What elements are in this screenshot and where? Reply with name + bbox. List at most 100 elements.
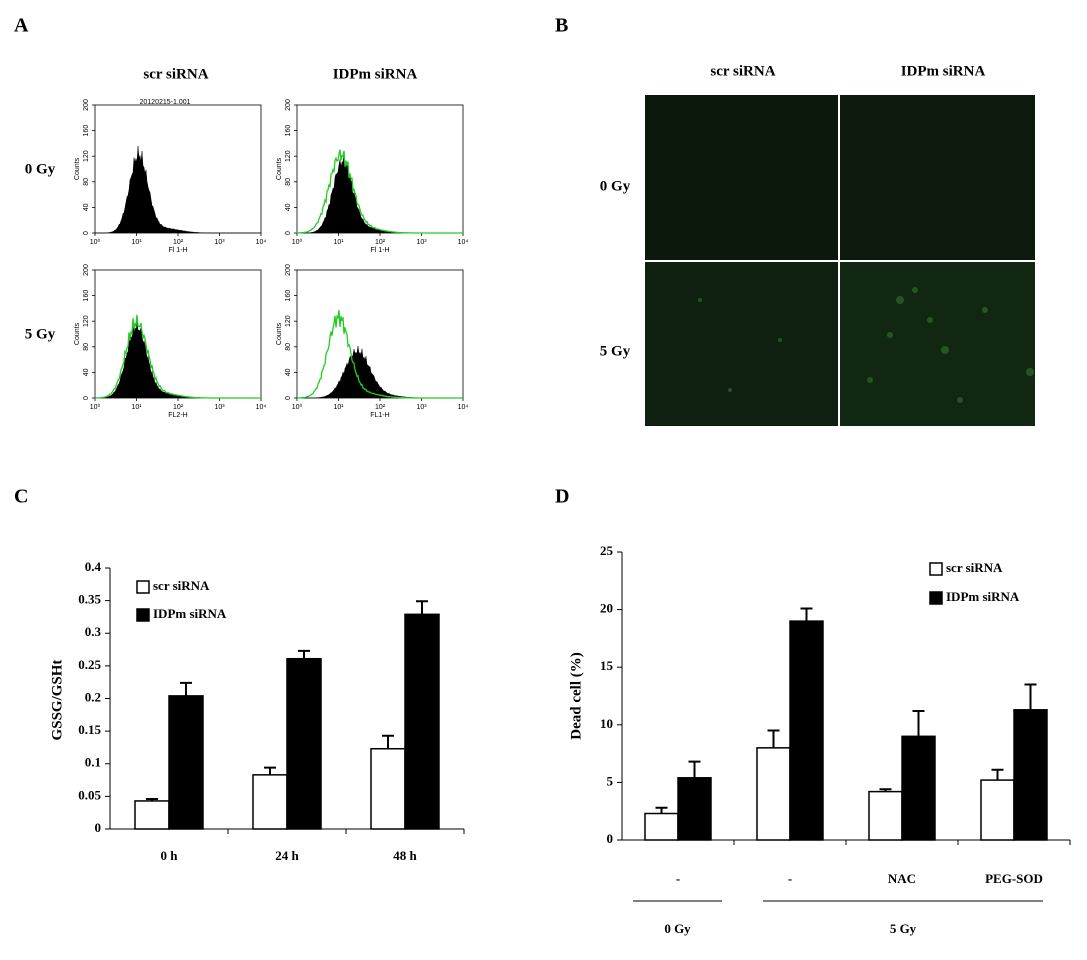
- error-bar: [298, 649, 310, 659]
- y-tick-label: 80: [83, 178, 90, 186]
- x-tick-label: 10¹: [333, 404, 344, 411]
- error-bar: [912, 709, 925, 737]
- panel-label: A: [14, 15, 29, 37]
- column-label: IDPm siRNA: [901, 63, 986, 79]
- file-label: 20120215-1.001: [140, 99, 191, 106]
- panel-label: D: [555, 486, 569, 508]
- x-axis-label: FL1-H: [370, 412, 389, 419]
- bar: [756, 747, 791, 841]
- plot-frame: [94, 269, 262, 399]
- y-tick-label: 40: [285, 368, 292, 376]
- y-tick-label: 0.3: [85, 624, 102, 639]
- error-bar: [416, 600, 428, 615]
- y-tick-label: 10: [600, 716, 613, 731]
- bar: [901, 735, 936, 841]
- row-label: 5 Gy: [25, 326, 56, 342]
- error-bar: [991, 768, 1004, 781]
- x-tick-label: 10¹: [333, 239, 344, 246]
- y-tick-label: 40: [83, 368, 90, 376]
- bar: [404, 613, 440, 830]
- x-tick-label: 10³: [416, 404, 427, 411]
- x-tick-label: 10²: [375, 239, 386, 246]
- x-tick-label: 24 h: [275, 848, 299, 863]
- panel-label: B: [555, 15, 568, 37]
- histogram: [95, 319, 261, 399]
- y-tick-label: 200: [83, 99, 90, 111]
- x-tick-label: 10²: [375, 404, 386, 411]
- x-tick-label: 48 h: [393, 848, 417, 863]
- x-tick-label: 10⁰: [90, 403, 101, 411]
- legend-label: IDPm siRNA: [153, 606, 227, 621]
- bar: [168, 695, 204, 830]
- x-tick-label: 10²: [173, 404, 184, 411]
- legend-label: scr siRNA: [946, 560, 1003, 575]
- y-axis-label: Dead cell (%): [568, 652, 584, 739]
- x-tick-label: 0 h: [161, 848, 179, 863]
- histogram: [296, 149, 463, 234]
- column-label: scr siRNA: [143, 66, 208, 82]
- histogram: [296, 310, 463, 399]
- y-tick-label: 0: [285, 396, 292, 400]
- y-tick-label: 0.1: [85, 755, 101, 770]
- error-bar: [655, 806, 668, 814]
- y-tick-label: 40: [83, 203, 90, 211]
- y-tick-label: 0.05: [78, 787, 101, 802]
- y-axis-label: Counts: [74, 157, 81, 180]
- y-tick-label: 25: [600, 543, 614, 558]
- error-bar: [767, 729, 780, 748]
- y-tick-label: 120: [285, 315, 292, 327]
- y-tick-label: 200: [285, 99, 292, 111]
- column-label: scr siRNA: [710, 63, 775, 79]
- error-bar: [879, 788, 892, 792]
- x-tick-label: 10²: [173, 239, 184, 246]
- y-tick-label: 120: [83, 315, 90, 327]
- y-tick-label: 0: [83, 231, 90, 235]
- x-axis-label: FL2-H: [168, 412, 187, 419]
- fluorescent-spots: [698, 287, 1034, 403]
- bar: [252, 774, 288, 830]
- image: [645, 262, 838, 426]
- row-label: 0 Gy: [25, 161, 56, 177]
- y-tick-label: 0.15: [78, 722, 101, 737]
- x-tick-label: PEG-SOD: [985, 871, 1043, 886]
- legend-swatch: [136, 608, 150, 622]
- bar: [286, 657, 322, 830]
- x-tick-label: 10⁰: [90, 238, 101, 246]
- y-tick-label: 200: [285, 264, 292, 276]
- micrographs: [645, 95, 1035, 426]
- y-tick-label: 0.2: [85, 689, 101, 704]
- x-tick-label: 10⁰: [292, 403, 303, 411]
- bar: [789, 620, 824, 841]
- histogram: [297, 155, 463, 234]
- row-label: 0 Gy: [600, 178, 631, 194]
- image: [840, 95, 1035, 260]
- y-tick-label: 5: [607, 773, 614, 788]
- plot-frame: [296, 269, 464, 399]
- legend-swatch: [929, 562, 943, 576]
- y-tick-label: 200: [83, 264, 90, 276]
- legend-label: IDPm siRNA: [946, 589, 1020, 604]
- histogram: [94, 314, 261, 399]
- image: [840, 262, 1035, 426]
- y-axis-label: Counts: [276, 157, 283, 180]
- x-axis-label: Fl 1-H: [168, 247, 187, 254]
- legend-swatch: [929, 591, 943, 605]
- row-label: 5 Gy: [600, 343, 631, 359]
- y-tick-label: 0: [285, 231, 292, 235]
- x-tick-label: 10⁴: [458, 239, 469, 246]
- y-tick-label: 160: [83, 125, 90, 137]
- bar: [134, 800, 170, 830]
- y-tick-label: 160: [285, 290, 292, 302]
- y-tick-label: 0.35: [78, 592, 101, 607]
- x-tick-label: 10¹: [131, 239, 142, 246]
- y-tick-label: 80: [285, 178, 292, 186]
- image: [645, 95, 838, 260]
- group-label: 5 Gy: [890, 921, 917, 936]
- panel-label: C: [14, 486, 28, 508]
- legend-swatch: [136, 580, 150, 594]
- y-tick-label: 0.25: [78, 657, 101, 672]
- y-tick-label: 40: [285, 203, 292, 211]
- error-bar: [800, 607, 813, 622]
- x-tick-label: -: [676, 871, 680, 886]
